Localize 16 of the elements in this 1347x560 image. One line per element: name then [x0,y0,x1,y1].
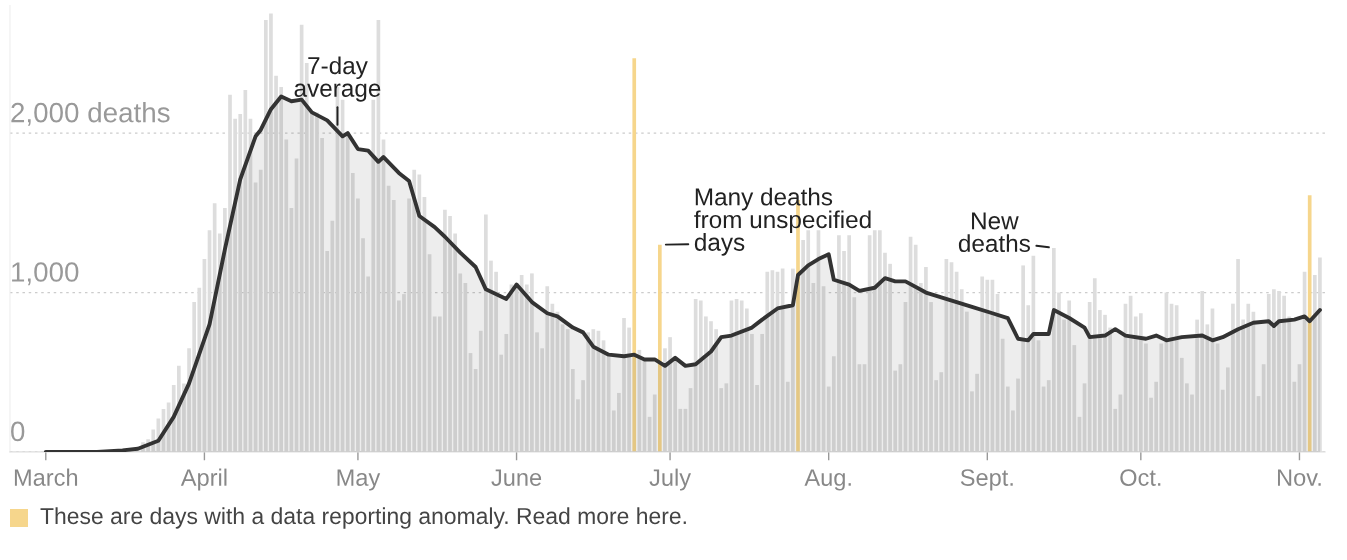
x-tick-label: July [649,468,692,491]
x-tick-label: Oct. [1120,469,1161,486]
x-tick-label: Sept. [960,469,1013,491]
x-tick-label: June [491,469,542,486]
annotation: New deaths [958,212,1030,253]
y-tick-label: 1,000 [12,262,79,286]
y-tick-label: 2,000 deaths [11,102,170,126]
text: These are days with a data reporting anomaly. Read more here. [40,507,686,529]
x-tick-label: March [14,468,78,486]
x-tick-label: May [337,469,381,491]
x-tick-label: Aug. [804,469,851,491]
y-tick-label: 0 [11,421,25,442]
x-tick-label: Nov. [1277,469,1321,486]
x-tick-label: April [180,468,227,491]
annotation: 7-day average [294,56,381,102]
annotation: Many deaths from unspecified days [694,187,871,256]
